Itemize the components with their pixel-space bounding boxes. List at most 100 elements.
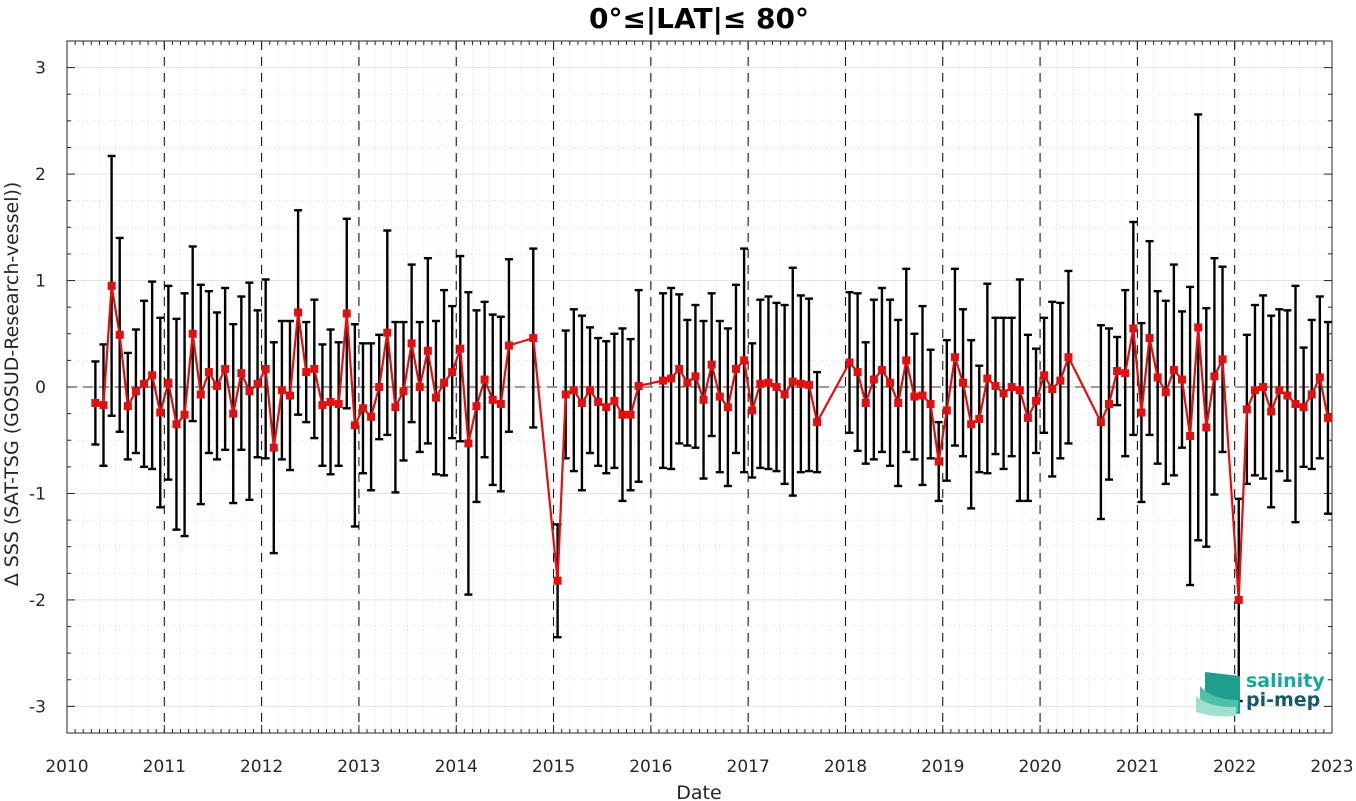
data-point-marker [804, 380, 813, 389]
y-axis-title: Δ SSS (SAT-TSG (GOSUD-Research-vessel)) [1, 182, 23, 587]
data-point-marker [991, 381, 1000, 390]
data-point-marker [553, 576, 562, 585]
data-point-marker [107, 281, 116, 290]
data-point-marker [1299, 403, 1308, 412]
data-point-marker [1323, 413, 1332, 422]
x-tick-label: 2017 [727, 757, 770, 777]
data-point-marker [140, 379, 149, 388]
data-point-marker [1291, 400, 1300, 409]
y-tick-label: -3 [29, 697, 46, 717]
data-point-marker [1064, 353, 1073, 362]
data-point-marker [342, 309, 351, 318]
y-tick-label: -1 [29, 484, 46, 504]
data-point-marker [221, 364, 230, 373]
data-point-marker [610, 396, 619, 405]
data-point-marker [148, 371, 157, 380]
x-tick-label: 2013 [337, 757, 380, 777]
data-point-marker [440, 378, 449, 387]
data-point-marker [423, 346, 432, 355]
data-point-marker [399, 387, 408, 396]
data-point-marker [277, 386, 286, 395]
data-point-marker [172, 420, 181, 429]
data-point-marker [1032, 396, 1041, 405]
data-point-marker [586, 386, 595, 395]
data-point-marker [1307, 390, 1316, 399]
data-point-marker [999, 389, 1008, 398]
data-point-marker [796, 379, 805, 388]
x-tick-label: 2012 [240, 757, 283, 777]
data-point-marker [448, 368, 457, 377]
data-point-marker [1194, 323, 1203, 332]
data-point-marker [1267, 407, 1276, 416]
data-point-marker [618, 410, 627, 419]
data-point-marker [488, 395, 497, 404]
data-point-marker [1177, 375, 1186, 384]
year-separator-lines [163, 41, 1236, 733]
data-point-marker [967, 420, 976, 429]
data-point-marker [1210, 372, 1219, 381]
data-point-marker [310, 364, 319, 373]
data-point-marker [480, 375, 489, 384]
data-point-marker [756, 379, 765, 388]
data-point-marker [302, 368, 311, 377]
data-point-marker [496, 400, 505, 409]
data-point-marker [877, 365, 886, 374]
y-tick-label: 0 [35, 378, 46, 398]
data-point-marker [204, 368, 213, 377]
data-point-marker [1275, 386, 1284, 395]
data-point-marker [699, 395, 708, 404]
data-point-marker [772, 383, 781, 391]
data-point-marker [1015, 386, 1024, 395]
data-point-marker [326, 397, 335, 406]
data-point-marker [561, 390, 570, 399]
data-point-marker [723, 403, 732, 412]
data-point-marker [1096, 418, 1105, 427]
x-tick-label: 2019 [921, 757, 964, 777]
data-point-marker [1161, 388, 1170, 397]
salinity-pi-mep-logo: salinity pi-mep [1196, 670, 1325, 717]
x-tick-label: 2018 [824, 757, 867, 777]
data-point-marker [91, 398, 100, 407]
x-tick-labels: 2010 2011 2012 2013 2014 2015 2016 2017 2018 2019… [45, 757, 1353, 777]
data-point-marker [1186, 431, 1195, 440]
data-point-marker [245, 387, 254, 396]
x-tick-label: 2020 [1018, 757, 1061, 777]
x-tick-label: 2014 [435, 757, 478, 777]
data-point-marker [391, 403, 400, 412]
data-point-marker [1259, 383, 1268, 391]
data-point-marker [318, 401, 327, 410]
data-point-marker [350, 421, 359, 430]
data-point-marker [367, 412, 376, 421]
data-point-marker [1145, 334, 1154, 343]
data-point-marker [675, 364, 684, 373]
data-point-marker [1242, 405, 1251, 414]
data-point-marker [959, 378, 968, 387]
data-point-marker [813, 418, 822, 427]
y-tick-label: 3 [35, 59, 46, 79]
data-point-marker [1007, 383, 1016, 391]
data-point-marker [99, 401, 108, 410]
data-point-marker [926, 400, 935, 409]
data-point-marker [691, 372, 700, 381]
data-point-marker [131, 387, 140, 396]
y-tick-labels: -3 -2 -1 0 1 2 3 [29, 59, 46, 718]
data-point-marker [950, 353, 959, 362]
data-point-marker [285, 391, 294, 400]
x-tick-label: 2015 [532, 757, 575, 777]
data-point-marker [164, 378, 173, 387]
data-point-marker [529, 334, 538, 343]
data-point-marker [383, 328, 392, 337]
x-tick-label: 2010 [45, 757, 88, 777]
data-point-marker [156, 408, 165, 417]
data-point-marker [407, 339, 416, 348]
data-point-marker [740, 356, 749, 365]
logo-text-pi-mep: pi-mep [1246, 689, 1320, 711]
data-point-marker [1048, 385, 1057, 394]
chart-title: 0°≤|LAT|≤ 80° [589, 2, 809, 35]
x-tick-label: 2021 [1116, 757, 1159, 777]
data-point-marker [294, 308, 303, 317]
data-point-marker [918, 391, 927, 400]
data-point-marker [594, 397, 603, 406]
